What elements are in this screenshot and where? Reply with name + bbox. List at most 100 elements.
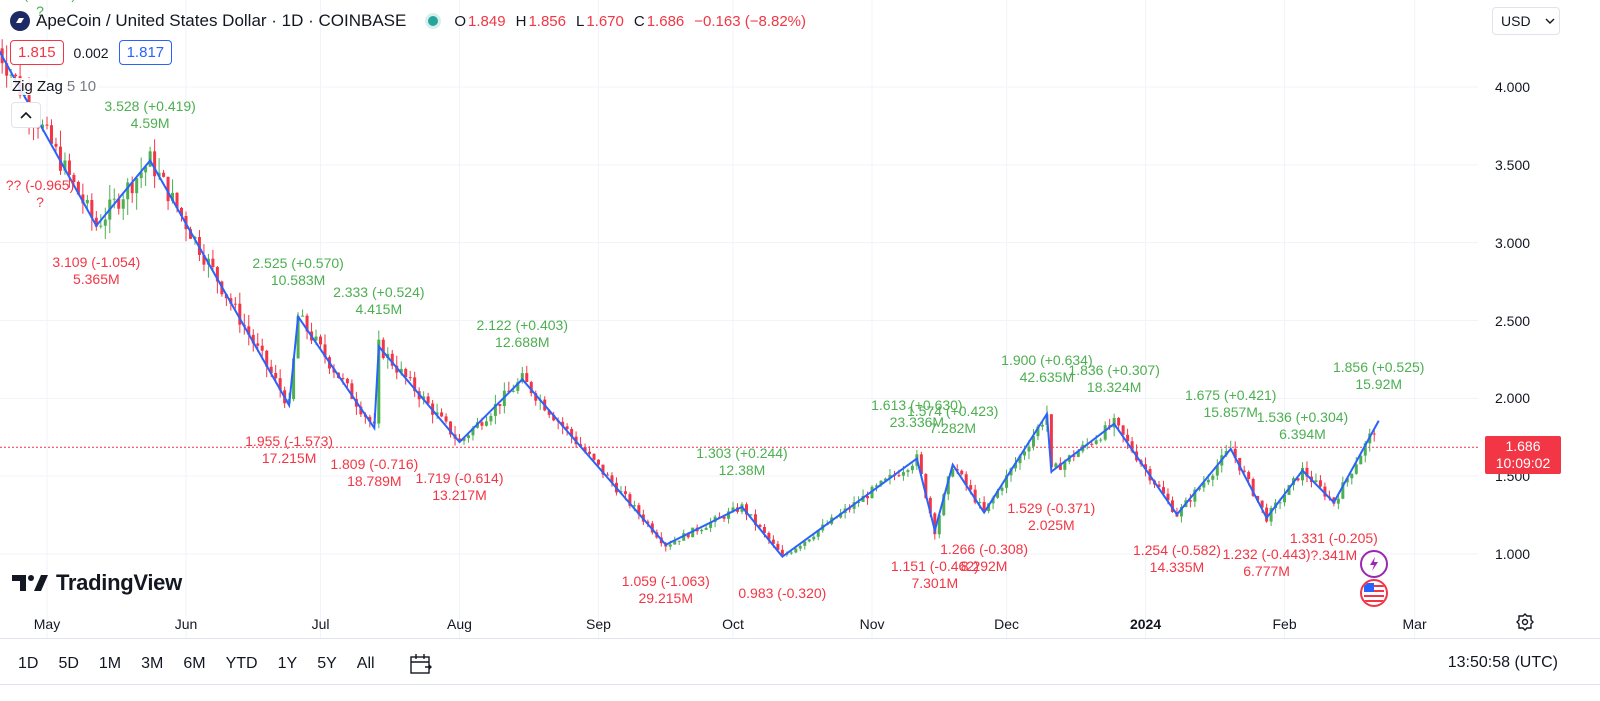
candle-body bbox=[1063, 461, 1067, 470]
brand-name: TradingView bbox=[56, 570, 182, 595]
candle-body bbox=[49, 125, 53, 144]
us-flag-icon[interactable] bbox=[1360, 579, 1388, 607]
zigzag-indicator-legend[interactable]: Zig Zag 5 10 bbox=[10, 78, 99, 95]
candle-body bbox=[610, 475, 614, 483]
candle-body bbox=[1336, 498, 1340, 504]
candle-body bbox=[215, 267, 219, 282]
zigzag-label-volume: 6.777M bbox=[1243, 562, 1290, 579]
range-5y-button[interactable]: 5Y bbox=[317, 655, 337, 672]
candle-body bbox=[462, 438, 466, 441]
candle-body bbox=[901, 472, 905, 476]
flash-icon[interactable] bbox=[1360, 550, 1388, 578]
candle-body bbox=[919, 454, 923, 474]
zigzag-label-volume: 7.301M bbox=[911, 575, 959, 592]
candle-body bbox=[1076, 451, 1080, 457]
candle-body bbox=[260, 345, 264, 351]
candle-body bbox=[1027, 446, 1031, 452]
candle-body bbox=[9, 74, 13, 76]
currency-select[interactable]: USD bbox=[1492, 7, 1560, 35]
range-3m-button[interactable]: 3M bbox=[141, 655, 164, 672]
sell-button[interactable]: 1.815 bbox=[10, 40, 64, 65]
zigzag-label-change: 2.122 (+0.403) bbox=[476, 317, 569, 334]
candle-body bbox=[525, 373, 529, 383]
candle-body bbox=[910, 465, 914, 471]
spread-value: 0.002 bbox=[73, 44, 109, 61]
zigzag-high-label: 1.856 (+0.525) 15.92M bbox=[1333, 359, 1424, 393]
apecoin-logo-icon[interactable] bbox=[10, 11, 30, 31]
candle-body bbox=[1242, 470, 1246, 473]
candle-body bbox=[601, 464, 605, 475]
candle-body bbox=[58, 146, 62, 171]
zigzag-low-label: 1.254 (-0.582) 14.335M bbox=[1133, 542, 1221, 576]
candle-body bbox=[637, 505, 641, 515]
zigzag-label-volume: 2.025M bbox=[1028, 516, 1075, 533]
candle-body bbox=[256, 343, 260, 346]
price-chart[interactable] bbox=[0, 0, 1600, 645]
symbol-header: ApeCoin / United States Dollar · 1D · CO… bbox=[10, 9, 816, 33]
zigzag-high-label: 1.574 (+0.423) 7.282M bbox=[907, 403, 998, 437]
candle-body bbox=[1206, 479, 1210, 483]
zigzag-label-change: 1.536 (+0.304) bbox=[1256, 408, 1349, 425]
candle-body bbox=[265, 350, 269, 367]
date-range-button[interactable] bbox=[409, 653, 433, 675]
range-ytd-button[interactable]: YTD bbox=[225, 655, 258, 672]
collapse-legend-button[interactable] bbox=[11, 102, 41, 128]
candle-body bbox=[780, 549, 784, 555]
candle-body bbox=[547, 410, 551, 415]
candle-body bbox=[623, 491, 627, 495]
range-1y-button[interactable]: 1Y bbox=[277, 655, 298, 672]
chart-settings-button[interactable] bbox=[1515, 612, 1535, 637]
tradingview-logo-icon bbox=[12, 575, 48, 591]
indicator-name: Zig Zag bbox=[12, 78, 63, 95]
candle-body bbox=[292, 358, 296, 400]
zigzag-label-volume: 18.789M bbox=[347, 473, 402, 490]
candle-body bbox=[888, 474, 892, 479]
candle-body bbox=[1305, 467, 1309, 477]
candle-body bbox=[677, 540, 681, 542]
range-6m-button[interactable]: 6M bbox=[183, 655, 206, 672]
candle-body bbox=[45, 124, 49, 126]
candle-body bbox=[413, 377, 417, 392]
low-value: 1.670 bbox=[586, 12, 624, 30]
candle-body bbox=[789, 552, 793, 554]
market-status-icon[interactable] bbox=[428, 16, 439, 26]
candle-body bbox=[520, 373, 524, 383]
candle-body bbox=[1090, 443, 1094, 445]
symbol-title[interactable]: ApeCoin / United States Dollar · 1D · CO… bbox=[36, 11, 407, 30]
zigzag-label-change: 3.109 (-1.054) bbox=[52, 253, 141, 270]
zigzag-label-change: 1.836 (+0.307) bbox=[1068, 361, 1160, 378]
candle-body bbox=[144, 166, 148, 173]
candle-body bbox=[278, 378, 282, 391]
currency-label: USD bbox=[1501, 13, 1531, 29]
candle-body bbox=[1005, 475, 1009, 488]
candle-body bbox=[41, 124, 45, 129]
close-value: 1.686 bbox=[646, 12, 685, 30]
gear-icon bbox=[1516, 613, 1534, 631]
candle-body bbox=[1350, 473, 1354, 479]
axis-divider bbox=[0, 638, 1600, 639]
range-all-button[interactable]: All bbox=[356, 655, 375, 672]
zigzag-label-volume: 42.635M bbox=[1019, 368, 1075, 385]
utc-clock[interactable]: 13:50:58 (UTC) bbox=[1447, 654, 1558, 671]
range-1m-button[interactable]: 1M bbox=[98, 655, 122, 672]
x-tick-label: Oct bbox=[722, 616, 744, 632]
range-1d-button[interactable]: 1D bbox=[18, 655, 39, 672]
x-tick-label: Jul bbox=[311, 616, 330, 632]
zigzag-label-volume: 23.336M bbox=[889, 413, 945, 430]
candle-body bbox=[942, 494, 946, 516]
candle-body bbox=[848, 508, 852, 510]
candle-body bbox=[668, 544, 672, 547]
zigzag-label-change: 1.254 (-0.582) bbox=[1132, 542, 1221, 559]
zigzag-low-label: 1.719 (-0.614) 13.217M bbox=[416, 470, 504, 504]
candle-body bbox=[440, 412, 444, 417]
tradingview-logo[interactable]: TradingView bbox=[12, 570, 182, 596]
candle-body bbox=[1314, 480, 1318, 482]
zigzag-label-volume: 4.415M bbox=[355, 301, 403, 318]
candle-body bbox=[90, 199, 94, 218]
candle-body bbox=[529, 382, 533, 394]
zigzag-label-volume: 13.217M bbox=[432, 487, 487, 504]
range-5d-button[interactable]: 5D bbox=[58, 655, 79, 672]
candle-body bbox=[1283, 494, 1287, 503]
zigzag-label-volume: 4.59M bbox=[130, 115, 170, 132]
buy-button[interactable]: 1.817 bbox=[118, 40, 173, 65]
